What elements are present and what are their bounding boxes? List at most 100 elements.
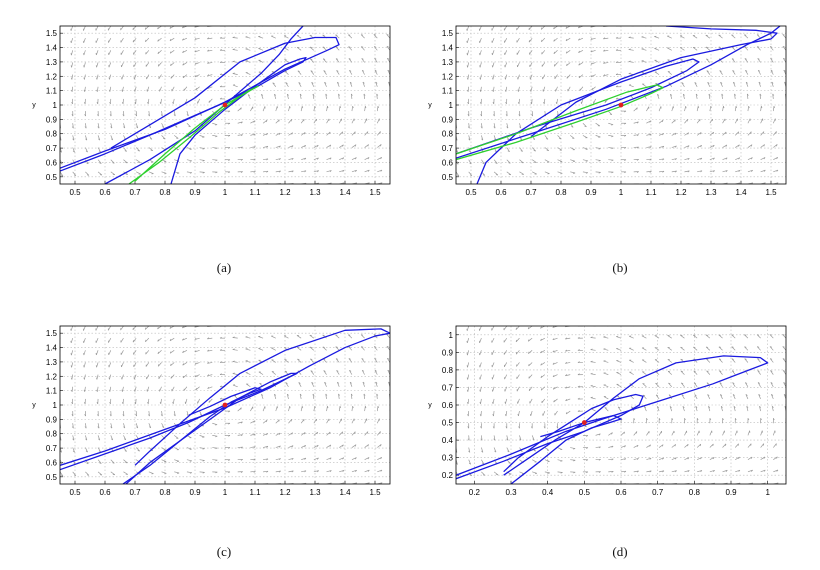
field-arrow: [374, 70, 378, 75]
field-arrow: [96, 386, 99, 392]
field-arrow: [110, 435, 114, 441]
field-arrow: [296, 35, 302, 39]
field-arrow: [170, 350, 175, 354]
field-arrow: [731, 58, 736, 63]
field-arrow: [194, 362, 200, 365]
field-arrow-head: [232, 36, 235, 38]
field-arrow-head: [291, 432, 293, 435]
field-arrow-head: [189, 472, 192, 474]
field-arrow: [288, 432, 293, 436]
field-arrow-head: [71, 401, 73, 405]
field-arrow: [182, 349, 188, 353]
field-arrow-head: [194, 37, 197, 40]
field-arrow: [186, 471, 192, 474]
field-arrow-head: [624, 122, 627, 125]
field-arrow: [707, 82, 711, 87]
field-arrow-head: [585, 435, 589, 437]
field-arrow-head: [304, 445, 306, 448]
field-arrow: [516, 362, 520, 367]
field-arrow: [338, 393, 340, 399]
field-arrow: [731, 346, 736, 351]
field-arrow-head: [757, 382, 760, 384]
field-arrow-head: [732, 70, 735, 72]
field-arrow-head: [466, 77, 469, 80]
field-arrow: [747, 144, 753, 148]
field-arrow-head: [763, 169, 766, 172]
field-arrow-head: [758, 81, 761, 84]
field-arrow: [97, 435, 101, 441]
field-arrow-head: [738, 157, 741, 160]
field-arrow: [245, 36, 251, 39]
field-arrow-head: [86, 462, 89, 465]
field-arrow-head: [545, 126, 548, 129]
field-arrow-head: [682, 406, 685, 408]
field-arrow-head: [532, 138, 536, 140]
field-arrow-head: [669, 406, 672, 408]
field-arrow-head: [725, 131, 727, 134]
field-arrow-head: [617, 406, 621, 409]
field-arrow: [641, 347, 647, 351]
field-arrow: [582, 147, 588, 150]
field-arrow: [633, 444, 639, 448]
x-tick-label: 1: [223, 188, 228, 197]
field-arrow: [335, 34, 340, 39]
trajectories: [456, 26, 781, 184]
field-arrow: [121, 374, 124, 380]
y-tick-label: 1.3: [46, 58, 58, 67]
field-arrow: [72, 435, 75, 441]
field-arrow-head: [215, 159, 218, 162]
field-arrow-head: [505, 114, 508, 117]
field-arrow-head: [342, 170, 345, 173]
field-arrow: [680, 346, 685, 351]
field-arrow-head: [98, 438, 101, 441]
field-arrow: [747, 456, 753, 460]
field-arrow: [207, 86, 213, 89]
field-arrow-head: [789, 470, 790, 472]
plot-b: 0.5 0.6 0.7 0.8 0.9 1 1.1 1.2 1.3 1.4 1.50.50.60.7…: [428, 25, 787, 206]
field-arrow-head: [177, 472, 180, 474]
field-arrow-head: [362, 369, 365, 372]
field-arrow-head: [375, 381, 378, 384]
field-arrow: [169, 337, 175, 342]
field-arrow-head: [219, 397, 222, 400]
field-arrow: [313, 431, 318, 436]
field-arrow: [733, 406, 736, 412]
field-arrow: [351, 406, 354, 412]
field-arrow: [718, 346, 723, 351]
field-arrow: [389, 147, 390, 148]
field-arrow: [309, 346, 315, 351]
field-arrow: [259, 82, 264, 88]
field-arrow: [232, 361, 238, 363]
field-arrow: [83, 62, 86, 68]
field-arrow: [709, 26, 710, 27]
field-arrow: [172, 98, 175, 104]
field-arrow-head: [59, 90, 60, 92]
field-arrow: [493, 123, 496, 129]
field-arrow-head: [628, 60, 631, 62]
field-arrow: [70, 326, 74, 331]
field-arrow-head: [585, 172, 588, 174]
field-arrow: [553, 37, 558, 42]
field-arrow: [132, 326, 137, 331]
field-arrow-head: [615, 97, 618, 100]
field-arrow: [97, 447, 101, 453]
field-arrow: [772, 118, 776, 124]
field-arrow-head: [207, 386, 210, 389]
field-arrow-head: [228, 410, 231, 413]
field-arrow-head: [336, 70, 339, 72]
field-arrow: [769, 358, 774, 363]
field-arrow-head: [693, 382, 697, 384]
field-arrow: [671, 145, 677, 148]
field-arrow: [232, 84, 238, 88]
field-arrow-head: [732, 382, 735, 384]
field-arrow: [157, 326, 162, 330]
field-arrow: [733, 82, 736, 87]
field-arrow-head: [304, 170, 307, 173]
field-arrow: [541, 50, 546, 55]
field-arrow-head: [71, 126, 74, 129]
field-arrow: [339, 470, 345, 473]
field-arrow-head: [207, 49, 210, 52]
field-arrow-head: [615, 61, 618, 63]
field-arrow: [250, 458, 256, 461]
field-arrow-head: [763, 469, 766, 472]
